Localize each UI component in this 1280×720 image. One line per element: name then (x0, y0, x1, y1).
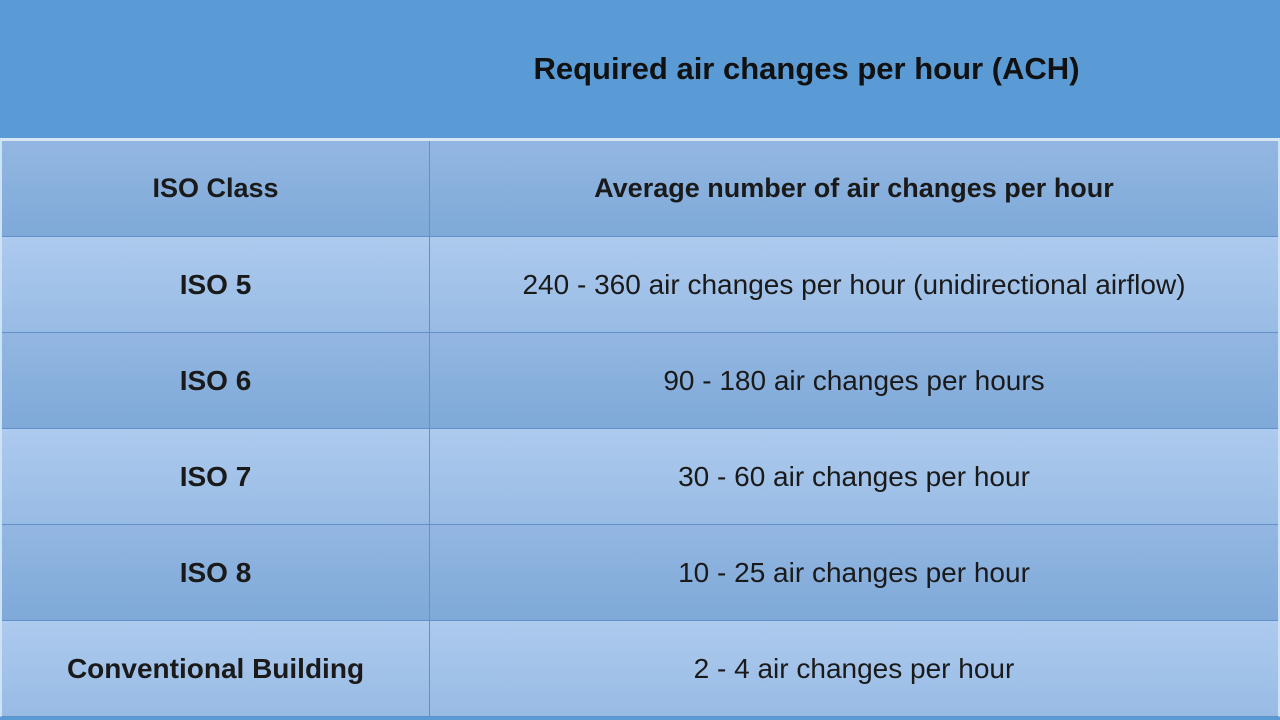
table-header-row: ISO Class Average number of air changes … (2, 141, 1278, 236)
cell-conventional-value: 2 - 4 air changes per hour (693, 652, 1015, 684)
cell-iso8-label: ISO 8 (2, 525, 430, 620)
table-row-conventional-building: Conventional Building 2 - 4 air changes … (2, 620, 1278, 716)
cell-iso8-value: 10 - 25 air changes per hour (678, 556, 1030, 588)
title-banner: Required air changes per hour (ACH) (0, 0, 1280, 138)
header-cell-iso-class: ISO Class (2, 141, 430, 236)
cell-iso6-value: 90 - 180 air changes per hours (663, 364, 1045, 396)
cell-iso7-label: ISO 7 (2, 429, 430, 524)
cell-conventional-label: Conventional Building (2, 621, 430, 716)
header-cell-average-ach: Average number of air changes per hour (594, 173, 1114, 203)
cell-iso6-label: ISO 6 (2, 333, 430, 428)
table-row-iso5: ISO 5 240 - 360 air changes per hour (un… (2, 236, 1278, 332)
cell-iso5-label: ISO 5 (2, 237, 430, 332)
ach-table: ISO Class Average number of air changes … (0, 138, 1280, 717)
cell-iso5-value: 240 - 360 air changes per hour (unidirec… (522, 268, 1186, 300)
slide-title: Required air changes per hour (ACH) (533, 51, 1080, 86)
table-row-iso6: ISO 6 90 - 180 air changes per hours (2, 332, 1278, 428)
table-row-iso8: ISO 8 10 - 25 air changes per hour (2, 524, 1278, 620)
table-row-iso7: ISO 7 30 - 60 air changes per hour (2, 428, 1278, 524)
cell-iso7-value: 30 - 60 air changes per hour (678, 460, 1030, 492)
